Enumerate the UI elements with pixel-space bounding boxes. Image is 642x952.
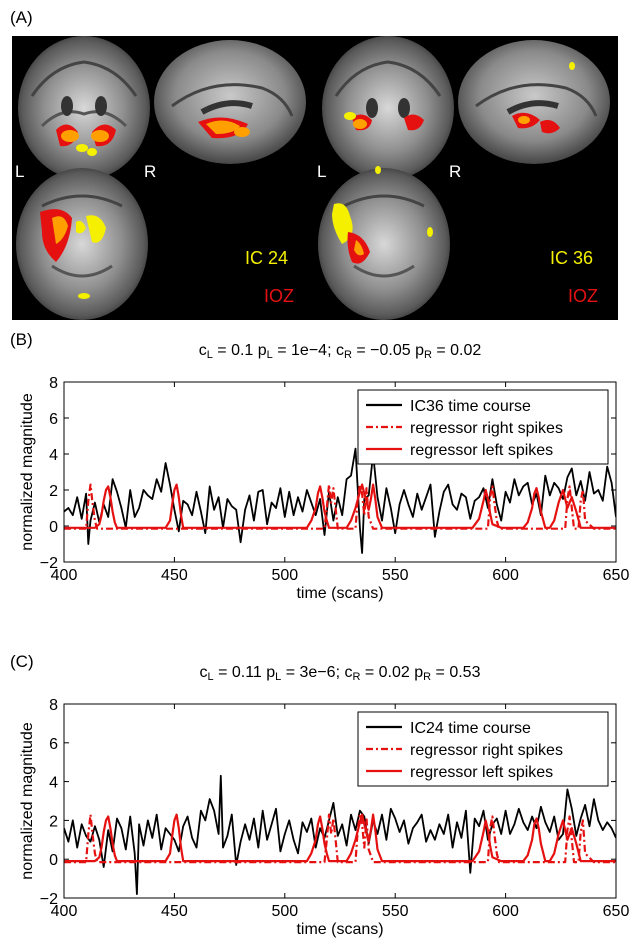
chart-b-legend-label-2: regressor right spikes <box>410 420 563 437</box>
panel-c-title: cL = 0.11 pL = 3e−6; cR = 0.02 pR = 0.53 <box>199 664 481 683</box>
chart-b-xtick-label: 500 <box>271 567 298 584</box>
brain-mri-image <box>16 36 610 320</box>
chart-c-ytick-label: 6 <box>49 736 58 753</box>
chart-c-container: 400 450 500 550 600 650 −2 0 2 4 6 8 time (scans) nor… <box>0 692 642 947</box>
chart-b-ytick-label: 8 <box>49 375 58 392</box>
axial-slice-ic36 <box>318 166 450 320</box>
chart-c-legend: IC24 time course regressor right spikes re… <box>357 711 609 787</box>
chart-b-ytick-label: 6 <box>49 411 58 428</box>
panel-b-title: cL = 0.1 pL = 1e−4; cR = −0.05 pR = 0.02 <box>198 342 482 361</box>
chart-b-line-left-spikes <box>64 483 616 529</box>
panel-c-cl: 0.11 <box>231 664 262 681</box>
chart-c-ytick-label: 4 <box>49 775 58 792</box>
chart-b-series-group <box>64 447 616 554</box>
chart-c-axes-box <box>63 703 617 899</box>
chart-c-ytick-label: −2 <box>40 891 58 908</box>
chart-c-line-right-spikes <box>64 813 616 864</box>
chart-b-xtick-label: 400 <box>51 567 78 584</box>
panel-b-pl: 1e−4 <box>291 342 328 359</box>
ioz-label-2: IOZ <box>568 286 598 306</box>
chart-b-ytick-label: 2 <box>49 483 58 500</box>
chart-b-legend-label-3: regressor left spikes <box>410 442 553 459</box>
chart-b-xlabel: time (scans) <box>296 585 383 602</box>
chart-b-line-timecourse <box>64 447 616 554</box>
chart-b-ytick-label: 4 <box>49 447 58 464</box>
axial-slice-ic24 <box>16 168 148 320</box>
chart-b-ytick-label: −2 <box>40 555 58 572</box>
ic24-label: IC 24 <box>245 248 289 268</box>
chart-c-ytick-label: 2 <box>49 813 58 830</box>
chart-b: 400 450 500 550 600 650 −2 0 2 4 6 8 time (scans) nor… <box>19 375 630 602</box>
chart-c-legend-label-3: regressor left spikes <box>410 764 553 781</box>
panel-b-pr: 0.02 <box>450 342 482 359</box>
panel-c-cr: 0.02 <box>378 664 410 681</box>
chart-b-axes-box <box>63 381 617 563</box>
chart-b-container: 400 450 500 550 600 650 −2 0 2 4 6 8 time (scans) nor… <box>0 370 642 610</box>
chart-c-xtick-label: 500 <box>271 903 298 920</box>
chart-c-xlabel: time (scans) <box>296 921 383 938</box>
panel-b-cr: −0.05 <box>370 342 411 359</box>
chart-c-line-left-spikes <box>64 813 616 863</box>
chart-c-ytick-label: 8 <box>49 697 58 714</box>
panel-c-label: (C) <box>10 652 34 671</box>
chart-c-legend-label-1: IC24 time course <box>410 720 531 737</box>
chart-c-series-group <box>64 774 616 896</box>
coronal-slice-ic36 <box>322 36 454 180</box>
chart-b-xtick-label: 550 <box>382 567 409 584</box>
brain-mri-montage: L R L R IC 24 IOZ IC 36 IOZ <box>12 36 618 320</box>
ioz-label-1: IOZ <box>264 286 294 306</box>
sagittal-slice-ic24 <box>154 40 306 164</box>
ic36-label: IC 36 <box>550 248 594 268</box>
chart-c-ytick-label: 0 <box>49 852 58 869</box>
sagittal-slice-ic36 <box>458 40 610 164</box>
chart-c-xtick-label: 650 <box>603 903 630 920</box>
chart-c-xtick-label: 550 <box>382 903 409 920</box>
chart-c-xtick-label: 600 <box>492 903 519 920</box>
panel-c-pl: 3e−6 <box>299 664 336 681</box>
panel-b-label: (B) <box>10 330 33 349</box>
chart-c-ylabel: normalized magnitude <box>19 722 36 880</box>
panel-c-pr: 0.53 <box>449 664 481 681</box>
chart-c-xtick-label: 400 <box>51 903 78 920</box>
chart-c-xtick-label: 450 <box>161 903 188 920</box>
panel-a-label: (A) <box>10 8 33 27</box>
chart-b-ytick-label: 0 <box>49 519 58 536</box>
chart-b-legend: IC36 time course regressor right spikes re… <box>357 389 609 465</box>
chart-b-xtick-label: 450 <box>161 567 188 584</box>
chart-c-legend-label-2: regressor right spikes <box>410 742 563 759</box>
chart-b-xtick-label: 650 <box>603 567 630 584</box>
right-marker-2: R <box>449 162 462 181</box>
panel-b-cl: 0.1 <box>231 342 254 359</box>
left-marker-2: L <box>317 162 327 181</box>
chart-b-ylabel: normalized magnitude <box>19 393 36 551</box>
right-marker-1: R <box>144 162 157 181</box>
chart-c-line-timecourse <box>64 774 616 896</box>
chart-b-xtick-label: 600 <box>492 567 519 584</box>
left-marker-1: L <box>15 162 25 181</box>
coronal-slice-ic24 <box>18 36 150 180</box>
chart-b-legend-label-1: IC36 time course <box>410 398 531 415</box>
chart-c: 400 450 500 550 600 650 −2 0 2 4 6 8 time (scans) nor… <box>19 697 630 938</box>
